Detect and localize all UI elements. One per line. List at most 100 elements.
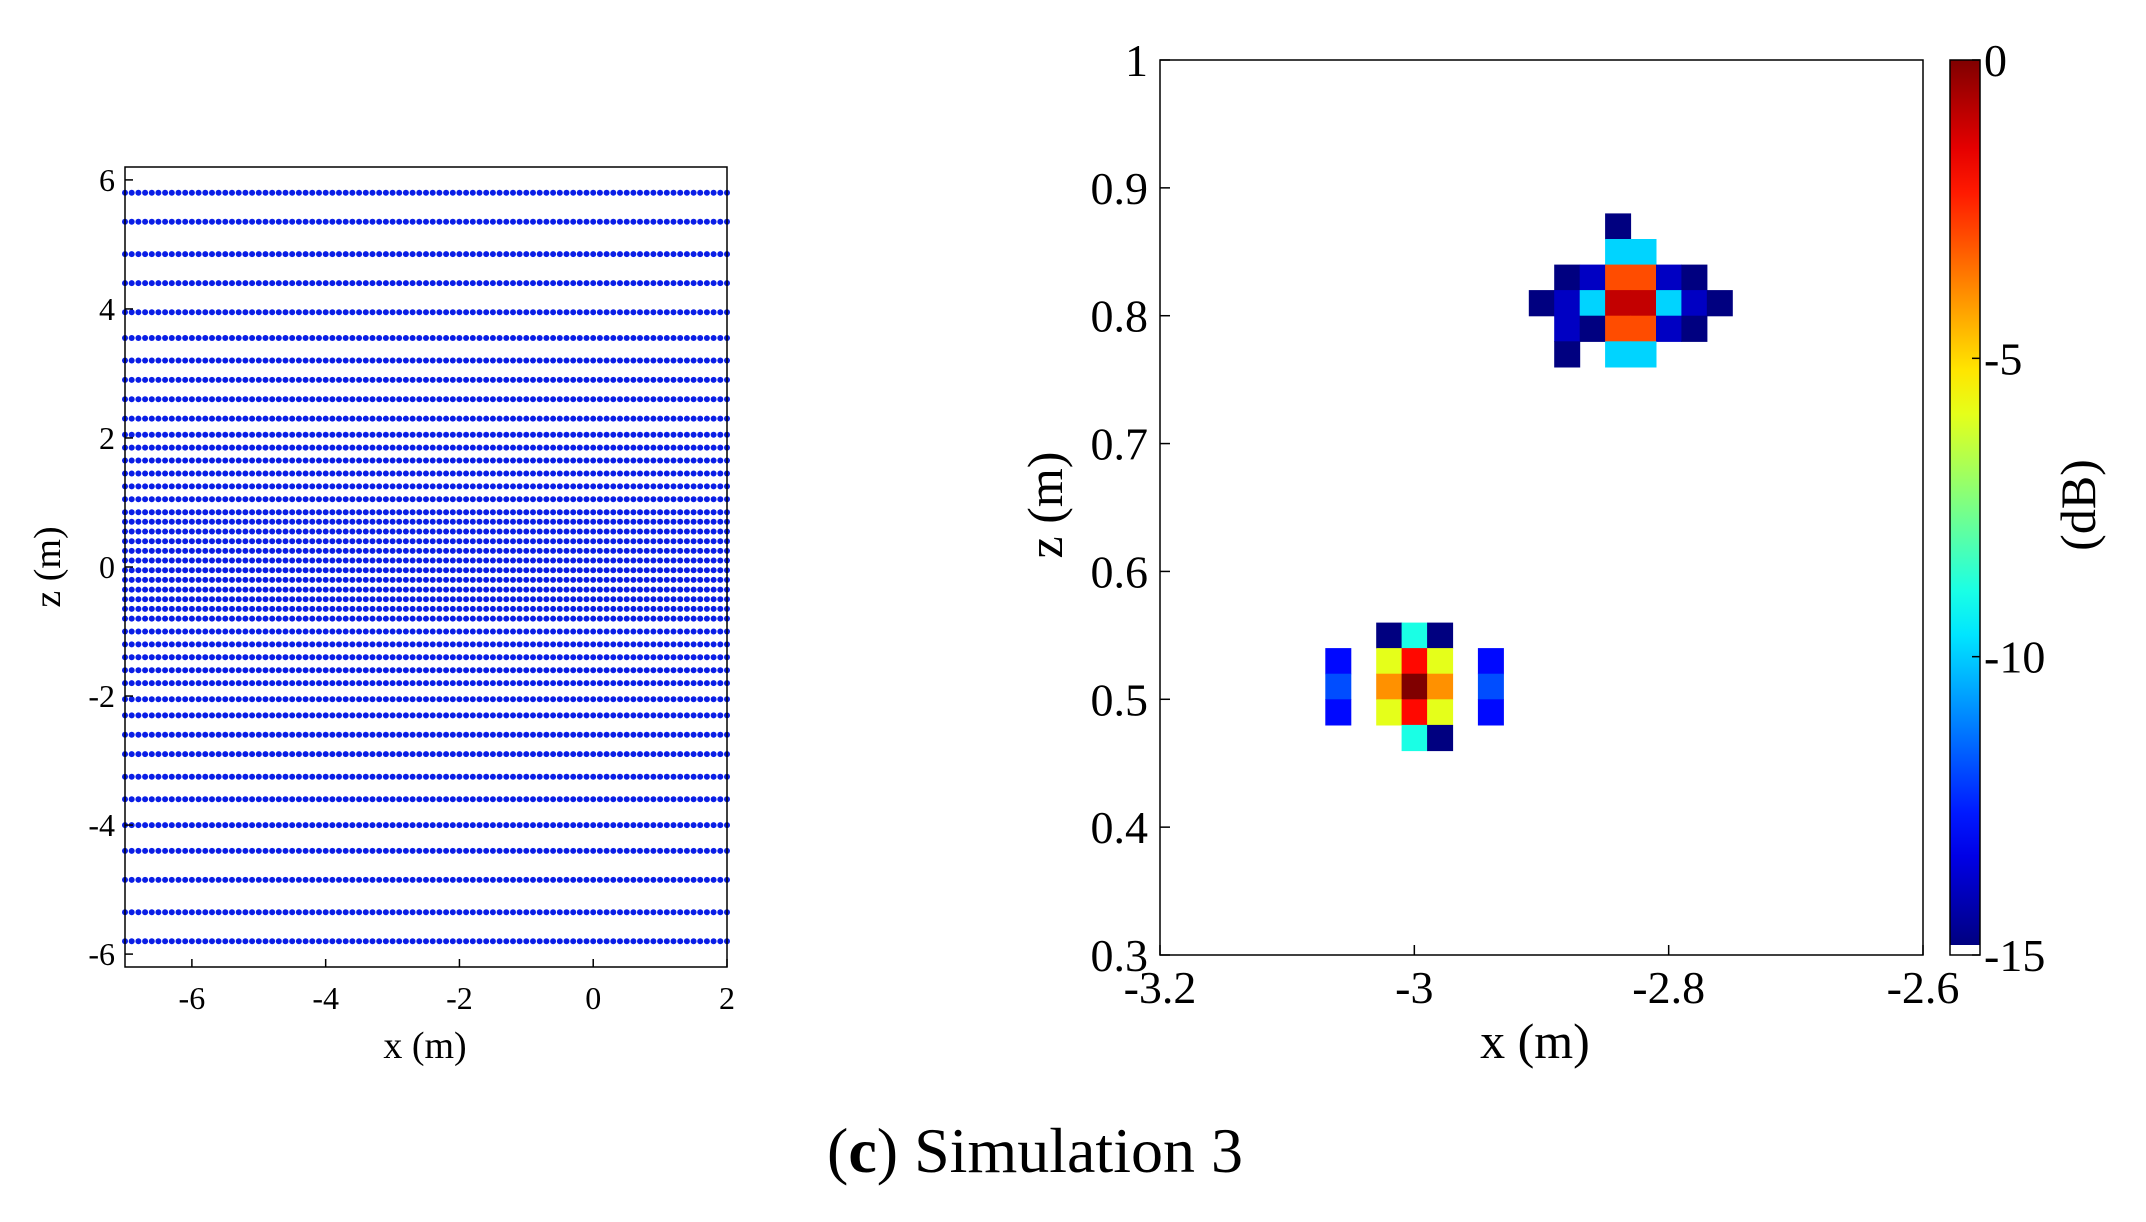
scatter-point xyxy=(570,615,577,622)
scatter-point xyxy=(683,909,690,916)
scatter-point xyxy=(583,251,590,258)
scatter-point xyxy=(583,576,590,583)
scatter-point xyxy=(496,586,503,593)
scatter-point xyxy=(510,822,516,829)
scatter-point xyxy=(510,280,516,287)
scatter-point xyxy=(168,376,175,383)
scatter-point xyxy=(436,415,443,422)
scatter-point xyxy=(583,496,590,503)
scatter-point xyxy=(322,280,329,287)
scatter-point xyxy=(677,335,684,341)
scatter-point xyxy=(215,876,222,883)
scatter-point xyxy=(168,731,175,738)
scatter-point xyxy=(563,251,570,258)
scatter-point xyxy=(382,218,389,225)
scatter-point xyxy=(322,876,329,883)
scatter-point xyxy=(349,680,356,687)
scatter-point xyxy=(188,528,195,535)
scatter-point xyxy=(563,457,570,464)
scatter-point xyxy=(570,251,577,258)
scatter-point xyxy=(402,586,409,593)
scatter-point xyxy=(175,847,182,854)
scatter-point xyxy=(342,470,349,477)
scatter-point xyxy=(603,847,610,854)
scatter-point xyxy=(202,586,209,593)
scatter-point xyxy=(342,847,349,854)
scatter-point xyxy=(188,189,195,196)
heatmap-cell xyxy=(1554,290,1581,317)
scatter-point xyxy=(637,667,643,674)
scatter-point xyxy=(510,909,516,916)
scatter-point xyxy=(148,654,155,661)
scatter-point xyxy=(222,773,229,780)
scatter-point xyxy=(155,557,162,564)
scatter-point xyxy=(222,938,229,945)
scatter-point xyxy=(289,189,296,196)
scatter-point xyxy=(362,483,369,490)
scatter-point xyxy=(195,538,202,545)
scatter-point xyxy=(703,218,710,225)
scatter-point xyxy=(396,396,403,403)
scatter-point xyxy=(516,567,523,574)
scatter-point xyxy=(670,773,677,780)
scatter-point xyxy=(302,628,309,635)
scatter-point xyxy=(677,847,684,854)
scatter-point xyxy=(182,909,189,916)
scatter-point xyxy=(483,641,490,648)
scatter-point xyxy=(710,396,717,403)
scatter-point xyxy=(683,731,690,738)
scatter-point xyxy=(703,309,710,316)
scatter-point xyxy=(262,576,269,583)
scatter-point xyxy=(510,470,516,477)
scatter-point xyxy=(148,731,155,738)
scatter-point xyxy=(483,909,490,916)
scatter-point xyxy=(155,376,162,383)
scatter-point xyxy=(262,335,269,341)
scatter-point xyxy=(683,528,690,535)
scatter-point xyxy=(556,357,563,364)
scatter-point xyxy=(630,822,637,829)
scatter-point xyxy=(202,357,209,364)
scatter-point xyxy=(242,218,249,225)
scatter-point xyxy=(617,457,623,464)
scatter-point xyxy=(369,251,376,258)
scatter-point xyxy=(188,357,195,364)
scatter-point xyxy=(128,483,135,490)
scatter-point xyxy=(262,457,269,464)
scatter-point xyxy=(128,696,135,703)
scatter-point xyxy=(536,731,543,738)
scatter-point xyxy=(550,909,557,916)
scatter-point xyxy=(663,731,670,738)
scatter-point xyxy=(489,309,496,316)
scatter-point xyxy=(423,847,429,854)
scatter-point xyxy=(657,586,664,593)
scatter-point xyxy=(657,667,664,674)
heatmap-cell xyxy=(1681,264,1708,291)
scatter-point xyxy=(590,615,597,622)
scatter-point xyxy=(590,628,597,635)
scatter-point xyxy=(630,528,637,535)
scatter-point xyxy=(590,576,597,583)
scatter-point xyxy=(476,483,483,490)
scatter-point xyxy=(322,557,329,564)
scatter-point xyxy=(550,335,557,341)
scatter-point xyxy=(209,518,215,525)
heatmap-cell xyxy=(1554,315,1581,342)
scatter-point xyxy=(603,938,610,945)
scatter-point xyxy=(135,538,142,545)
scatter-point xyxy=(376,909,383,916)
scatter-point xyxy=(663,557,670,564)
scatter-point xyxy=(376,483,383,490)
scatter-point xyxy=(670,876,677,883)
scatter-point xyxy=(316,470,322,477)
scatter-point xyxy=(235,822,242,829)
scatter-point xyxy=(322,431,329,438)
scatter-point xyxy=(389,496,396,503)
scatter-point xyxy=(603,218,610,225)
scatter-point xyxy=(309,444,316,451)
scatter-point xyxy=(289,847,296,854)
scatter-point xyxy=(623,251,630,258)
scatter-point xyxy=(690,557,697,564)
scatter-point xyxy=(510,596,516,603)
scatter-point xyxy=(222,218,229,225)
